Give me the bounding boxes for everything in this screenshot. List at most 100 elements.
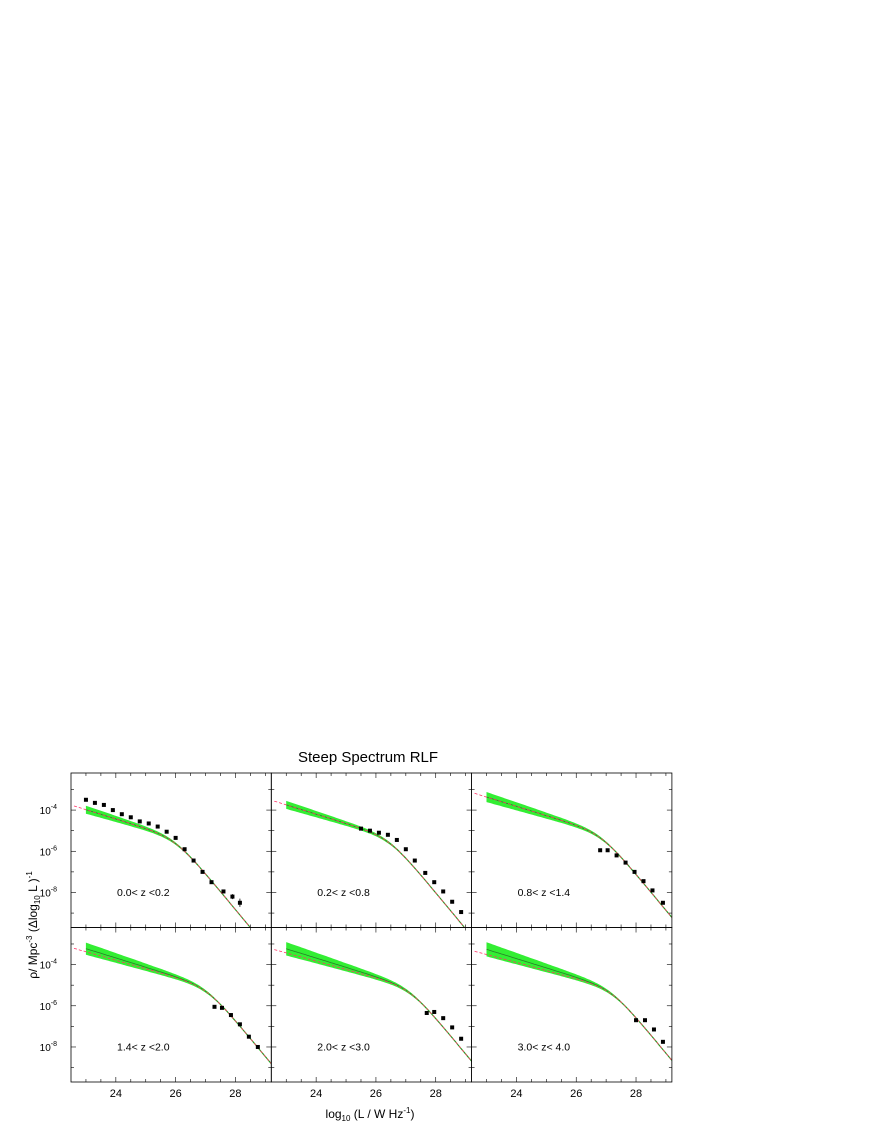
y-axis-label-sup2: -1 xyxy=(25,871,34,879)
data-point xyxy=(641,879,646,884)
data-point xyxy=(614,853,619,858)
data-point xyxy=(459,1036,464,1041)
panel-label: 3.0< z< 4.0 xyxy=(518,1042,571,1054)
y-tick-label: 10-8 xyxy=(40,886,57,899)
panel-label: 0.2< z <0.8 xyxy=(317,887,370,899)
data-point xyxy=(212,1004,217,1009)
x-tick-label: 28 xyxy=(630,1088,642,1100)
panel-plot-area xyxy=(474,942,672,1062)
x-axis-label-sub: 10 xyxy=(342,1114,351,1123)
data-point xyxy=(634,1018,639,1023)
y-axis-label-a: ρ/ Mpc xyxy=(26,943,40,979)
y-tick-label: 10-4 xyxy=(40,959,57,972)
dashed-model-line xyxy=(274,800,466,928)
panel-label: 0.0< z <0.2 xyxy=(117,887,170,899)
y-axis-label-sub: 10 xyxy=(33,895,42,904)
panels-group: 10-4 10-6 10-8 0.0< z <0.2 0.2< z <0.8 0.8< z… xyxy=(40,772,673,1100)
model-band xyxy=(85,942,272,1065)
data-point xyxy=(660,1039,665,1044)
x-axis-label-main: log xyxy=(326,1107,342,1121)
panel-plot-area xyxy=(274,800,466,928)
data-point xyxy=(459,910,464,915)
data-point xyxy=(358,826,363,831)
data-point xyxy=(246,1034,251,1039)
panel-frame xyxy=(471,927,673,1083)
dashed-model-line xyxy=(73,805,251,928)
data-point xyxy=(598,848,603,853)
model-line xyxy=(286,948,472,1062)
data-point xyxy=(441,889,446,894)
x-axis-label-rest: (L / W Hz xyxy=(350,1107,403,1121)
panel-frame xyxy=(270,772,472,928)
panel-plot-area xyxy=(274,942,472,1063)
data-point xyxy=(441,1016,446,1021)
data-point xyxy=(385,832,390,837)
data-point xyxy=(209,880,214,885)
model-band xyxy=(486,942,672,1062)
panel-frame xyxy=(471,772,673,928)
data-point xyxy=(128,815,133,820)
panel-label: 1.4< z <2.0 xyxy=(117,1042,170,1054)
data-point xyxy=(155,824,160,829)
panel-plot-area xyxy=(73,942,272,1065)
model-line xyxy=(85,948,272,1064)
x-tick-label: 26 xyxy=(170,1088,182,1100)
data-point xyxy=(137,819,142,824)
dashed-model-line xyxy=(474,792,672,918)
x-tick-label: 26 xyxy=(370,1088,382,1100)
data-point xyxy=(200,869,205,874)
x-tick-label: 28 xyxy=(430,1088,442,1100)
data-point xyxy=(432,880,437,885)
data-point xyxy=(632,869,637,874)
data-point xyxy=(219,1005,224,1010)
data-point xyxy=(450,1025,455,1030)
y-axis-label-sup: -3 xyxy=(25,935,34,943)
y-axis-label-c: L ) xyxy=(26,878,40,895)
x-tick-label: 24 xyxy=(510,1088,522,1100)
data-point xyxy=(83,797,88,802)
x-axis-label-sup: -1 xyxy=(403,1106,411,1115)
model-band xyxy=(486,792,672,919)
y-tick-label: 10-8 xyxy=(40,1041,57,1054)
data-point xyxy=(101,802,106,807)
model-line xyxy=(486,948,672,1061)
data-point xyxy=(237,900,242,905)
data-point xyxy=(228,1013,233,1018)
x-tick-label: 28 xyxy=(229,1088,241,1100)
data-point xyxy=(650,888,655,893)
data-point xyxy=(92,800,97,805)
panel-4: 24 26 28 10-4 10-6 10-8 1.4< z <2.0 xyxy=(40,927,272,1100)
model-line xyxy=(286,804,466,928)
panel-5: 24 26 28 2.0< z <3.0 xyxy=(270,927,472,1100)
y-tick-label: 10-6 xyxy=(40,1000,57,1013)
panel-label: 2.0< z <3.0 xyxy=(317,1042,370,1054)
data-point xyxy=(642,1018,647,1023)
x-tick-label: 24 xyxy=(110,1088,122,1100)
panel-3: 0.8< z <1.4 xyxy=(471,772,673,928)
data-point xyxy=(605,848,610,853)
panel-6: 24 26 28 3.0< z< 4.0 xyxy=(471,927,673,1100)
model-line xyxy=(486,796,672,918)
panel-2: 0.2< z <0.8 xyxy=(270,772,472,928)
panel-plot-area xyxy=(474,792,672,919)
data-point xyxy=(651,1027,656,1032)
data-point xyxy=(423,870,428,875)
data-point xyxy=(191,858,196,863)
dashed-model-line xyxy=(474,950,672,1061)
data-point xyxy=(164,829,169,834)
y-tick-label: 10-6 xyxy=(40,845,57,858)
x-axis-label-close: ) xyxy=(410,1107,414,1121)
y-axis-label-b: (Δlog xyxy=(26,904,40,935)
data-point xyxy=(450,899,455,904)
data-point xyxy=(376,830,381,835)
x-tick-label: 24 xyxy=(310,1088,322,1100)
data-point xyxy=(119,812,124,817)
data-point xyxy=(394,837,399,842)
y-tick-label: 10-4 xyxy=(40,804,57,817)
data-point xyxy=(367,828,372,833)
model-band xyxy=(85,805,252,928)
panel-label: 0.8< z <1.4 xyxy=(518,887,571,899)
data-point xyxy=(221,889,226,894)
x-tick-label: 26 xyxy=(570,1088,582,1100)
